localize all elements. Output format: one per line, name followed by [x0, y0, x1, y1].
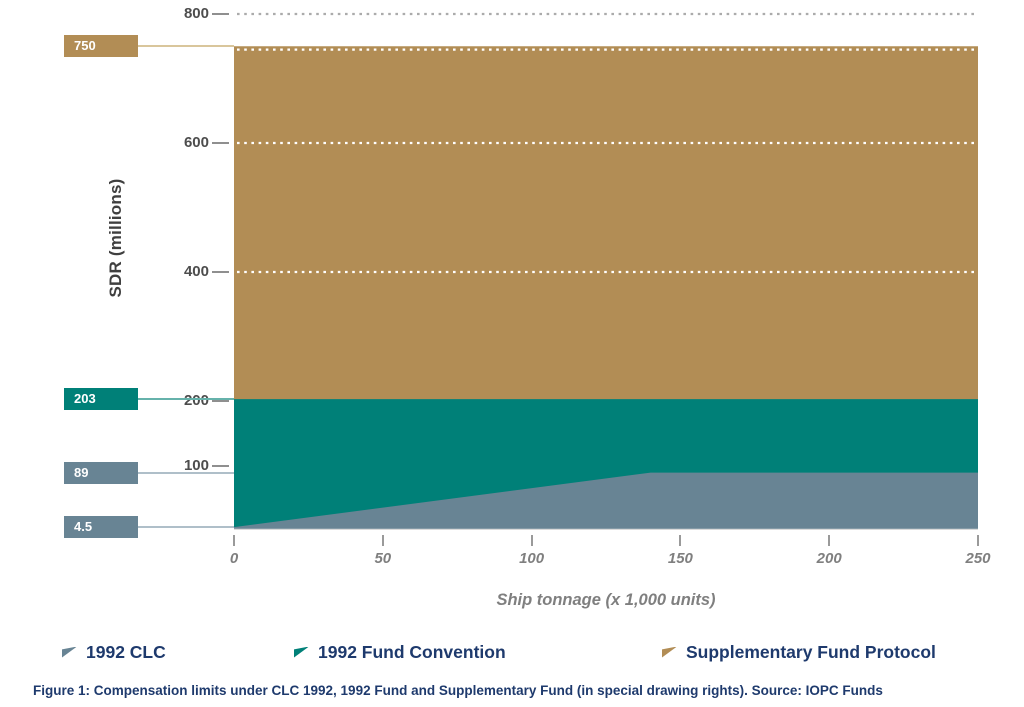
y-axis-title: SDR (millions) — [106, 178, 125, 298]
y-tick-label-600: 600 — [183, 134, 209, 151]
value-badge-4.5: 4.5 — [64, 516, 138, 539]
x-tick-mark-200 — [828, 535, 831, 546]
x-tick-label-100: 100 — [519, 550, 545, 567]
y-tick-label-100: 100 — [183, 456, 209, 474]
flag-marker-icon — [662, 646, 677, 658]
legend-item-1992-fund-convention: 1992 Fund Convention — [294, 641, 506, 663]
figure-caption: Figure 1: Compensation limits under CLC … — [33, 683, 883, 698]
y-tick-mark-200 — [212, 400, 229, 402]
x-tick-label-0: 0 — [229, 550, 239, 567]
y-tick-mark-100 — [212, 464, 229, 467]
plot-area — [234, 12, 978, 530]
x-tick-mark-100 — [530, 535, 533, 546]
x-tick-mark-0 — [233, 535, 235, 546]
x-tick-label-200: 200 — [816, 550, 842, 567]
x-tick-mark-150 — [679, 535, 682, 546]
value-badge-203: 203 — [64, 388, 138, 411]
leader-line-203 — [138, 398, 234, 401]
x-axis-title: Ship tonnage (x 1,000 units) — [496, 591, 716, 609]
leader-line-750 — [138, 45, 234, 48]
legend-label: 1992 CLC — [86, 641, 166, 662]
y-tick-label-200: 200 — [183, 392, 209, 409]
y-tick-mark-400 — [212, 271, 229, 273]
value-badge-89: 89 — [64, 461, 138, 484]
x-tick-label-50: 50 — [374, 550, 392, 567]
x-tick-label-250: 250 — [965, 550, 991, 567]
y-tick-mark-600 — [212, 142, 229, 144]
legend-label: 1992 Fund Convention — [318, 641, 506, 662]
flag-marker-icon — [294, 646, 309, 658]
x-tick-label-150: 150 — [667, 550, 693, 567]
y-tick-mark-800 — [212, 13, 229, 15]
legend-label: Supplementary Fund Protocol — [686, 641, 936, 662]
legend-item-supplementary-fund-protocol: Supplementary Fund Protocol — [662, 641, 936, 663]
legend-item-1992-clc: 1992 CLC — [62, 641, 166, 663]
x-tick-mark-50 — [381, 535, 384, 546]
y-tick-label-800: 800 — [183, 5, 209, 22]
y-tick-label-400: 400 — [183, 263, 209, 280]
leader-line-89 — [138, 471, 234, 474]
leader-line-4.5 — [138, 526, 234, 529]
value-badge-750: 750 — [64, 35, 138, 58]
flag-marker-icon — [62, 646, 77, 658]
x-tick-mark-250 — [977, 535, 979, 546]
